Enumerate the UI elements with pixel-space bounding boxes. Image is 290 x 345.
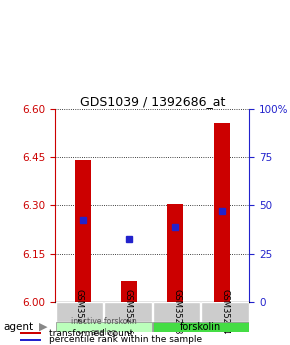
Bar (20, 338, 41, 341)
Bar (104, 303, 152, 322)
Text: transformed count: transformed count (49, 328, 133, 338)
Bar (20, 332, 41, 334)
Text: forskolin: forskolin (180, 322, 222, 332)
Text: GSM35256: GSM35256 (124, 289, 133, 335)
Bar (153, 303, 200, 322)
Bar (56, 303, 103, 322)
Text: inactive forskolin
analog: inactive forskolin analog (71, 317, 137, 337)
Bar (201, 303, 249, 322)
Bar (153, 322, 249, 332)
Text: agent: agent (3, 322, 33, 332)
Bar (167, 204, 184, 302)
Bar (56, 322, 152, 332)
Text: GSM35255: GSM35255 (75, 289, 84, 335)
Text: GSM35254: GSM35254 (221, 289, 230, 335)
Text: GSM35253: GSM35253 (172, 289, 181, 335)
Text: ▶: ▶ (39, 322, 48, 332)
Bar (121, 281, 137, 302)
Bar (75, 160, 91, 302)
Text: percentile rank within the sample: percentile rank within the sample (49, 335, 202, 345)
Bar (213, 123, 230, 302)
Title: GDS1039 / 1392686_at: GDS1039 / 1392686_at (79, 95, 225, 108)
